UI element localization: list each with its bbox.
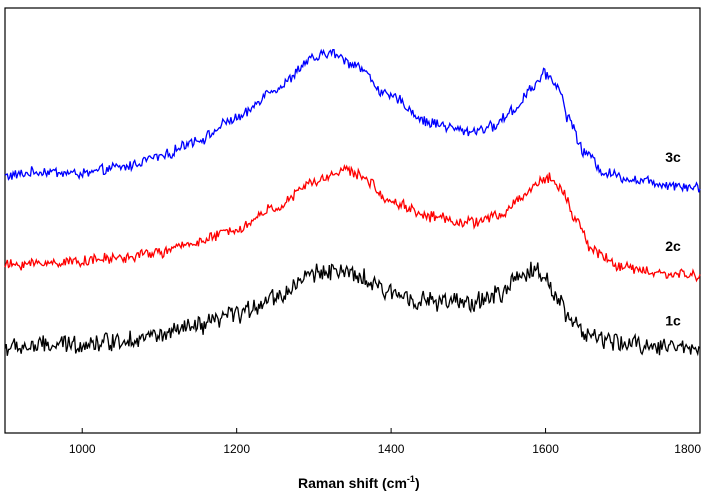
series-layer	[4, 48, 701, 357]
x-ticks: 1000 1200 1400 1600 1800	[69, 428, 701, 456]
x-tick-label: 1200	[223, 442, 250, 456]
x-tick-label: 1600	[532, 442, 559, 456]
series-label-3c: 3c	[665, 149, 681, 165]
x-axis-title: Raman shift (cm-1)	[298, 474, 420, 491]
series-line-3c	[4, 48, 701, 193]
x-axis-title-close: )	[415, 475, 420, 491]
x-tick-label: 1400	[378, 442, 405, 456]
plot-frame	[4, 7, 701, 434]
series-line-1c	[4, 261, 701, 357]
x-tick-label: 1800	[674, 442, 701, 456]
x-axis-title-superscript: -1	[407, 474, 415, 484]
x-tick-label: 1000	[69, 442, 96, 456]
series-label-2c: 2c	[665, 238, 681, 254]
series-label-1c: 1c	[665, 312, 681, 328]
series-line-2c	[4, 163, 701, 283]
series-labels: 3c 2c 1c	[665, 149, 681, 329]
